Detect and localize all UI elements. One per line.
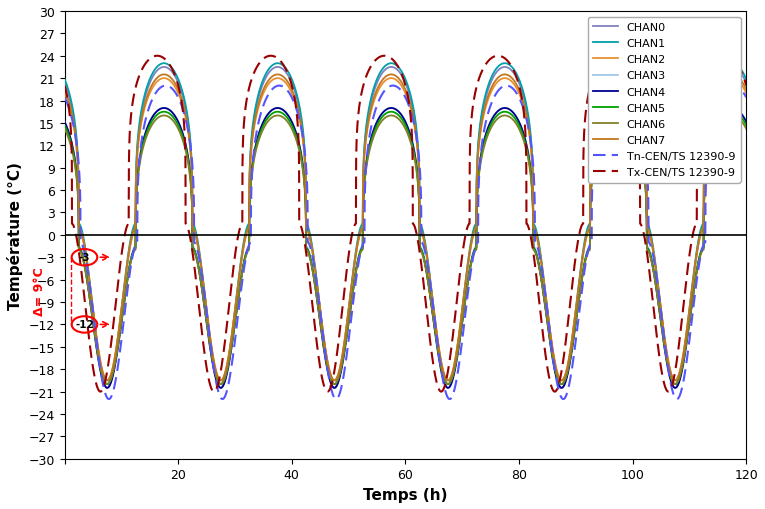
Text: Δ= 9°C: Δ= 9°C — [33, 267, 46, 316]
Legend: CHAN0, CHAN1, CHAN2, CHAN3, CHAN4, CHAN5, CHAN6, CHAN7, Tn-CEN/TS 12390-9, Tx-CE: CHAN0, CHAN1, CHAN2, CHAN3, CHAN4, CHAN5… — [588, 17, 741, 183]
Text: -3: -3 — [79, 253, 90, 263]
Y-axis label: Température (°C): Température (°C) — [7, 161, 23, 309]
Text: -12: -12 — [75, 320, 94, 330]
X-axis label: Temps (h): Temps (h) — [363, 487, 448, 502]
